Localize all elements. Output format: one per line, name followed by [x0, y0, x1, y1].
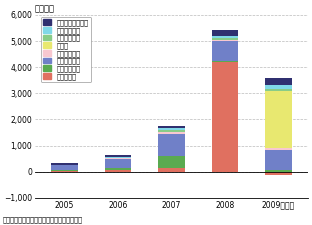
Bar: [212, 40, 238, 41]
Bar: [158, 132, 185, 133]
Bar: [158, 133, 185, 156]
Bar: [105, 155, 131, 157]
Bar: [212, 61, 238, 62]
Bar: [265, 91, 292, 148]
Bar: [212, 38, 238, 40]
Bar: [51, 162, 78, 165]
Bar: [265, 78, 292, 86]
Bar: [265, 172, 292, 175]
Bar: [158, 130, 185, 132]
Bar: [105, 170, 131, 172]
Bar: [105, 158, 131, 159]
Legend: その他サービス業, 金融・保険業, 卸売・小売業, 通信業, その他製造業, 輸送機械器具, 電気機械器具, 化学・医薬: その他サービス業, 金融・保険業, 卸売・小売業, 通信業, その他製造業, 輸…: [41, 17, 91, 83]
Bar: [265, 148, 292, 150]
Bar: [105, 168, 131, 170]
Bar: [105, 157, 131, 158]
Bar: [158, 128, 185, 130]
Bar: [51, 171, 78, 172]
Bar: [212, 41, 238, 61]
Bar: [265, 170, 292, 172]
Bar: [212, 30, 238, 36]
Bar: [51, 165, 78, 170]
Text: （億円）: （億円）: [35, 4, 55, 13]
Bar: [51, 170, 78, 171]
Bar: [212, 36, 238, 38]
Bar: [158, 126, 185, 128]
Bar: [265, 89, 292, 91]
Bar: [212, 62, 238, 172]
Bar: [158, 156, 185, 168]
Bar: [265, 150, 292, 170]
Bar: [265, 86, 292, 89]
Bar: [158, 168, 185, 172]
Text: 資料：日本銀行「国際收支統計」から作成。: 資料：日本銀行「国際收支統計」から作成。: [3, 216, 83, 223]
Bar: [105, 159, 131, 168]
